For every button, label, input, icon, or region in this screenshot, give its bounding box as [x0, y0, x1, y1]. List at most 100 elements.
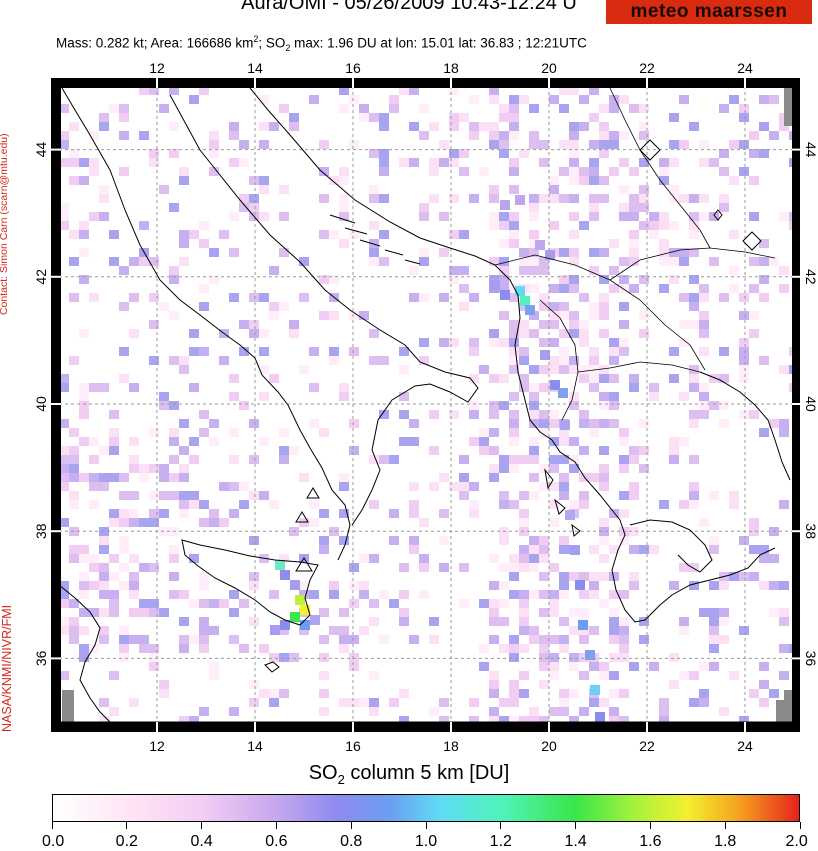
- meteo-maarssen-logo: meteo maarssen: [606, 0, 812, 24]
- so2-pixel: [149, 293, 159, 302]
- so2-pixel: [489, 473, 499, 482]
- so2-pixel: [509, 392, 519, 401]
- so2-pixel: [239, 203, 249, 212]
- frame-tick: [744, 78, 746, 88]
- so2-pixel: [239, 401, 249, 410]
- so2-pixel: [509, 356, 519, 365]
- so2-pixel: [619, 320, 629, 329]
- greece-border: [577, 361, 701, 373]
- so2-pixel: [529, 230, 539, 239]
- so2-pixel: [209, 275, 219, 284]
- colorbar-tick: [275, 822, 277, 829]
- so2-pixel: [659, 176, 669, 185]
- so2-pixel: [279, 248, 289, 257]
- so2-pixel: [219, 230, 229, 239]
- so2-pixel: [429, 482, 439, 491]
- so2-pixel-strong: [515, 195, 525, 205]
- so2-pixel: [369, 329, 379, 338]
- so2-pixel: [689, 302, 699, 311]
- so2-pixel: [119, 131, 129, 140]
- frame-tick: [792, 657, 800, 660]
- so2-pixel: [369, 698, 379, 707]
- so2-pixel: [539, 716, 549, 722]
- so2-pixel: [499, 374, 509, 383]
- so2-pixel: [129, 635, 139, 644]
- so2-pixel: [589, 86, 599, 95]
- so2-pixel: [489, 410, 499, 419]
- so2-pixel: [699, 311, 709, 320]
- so2-pixel: [689, 482, 699, 491]
- so2-pixel: [589, 572, 599, 581]
- so2-pixel: [709, 212, 719, 221]
- so2-pixel: [249, 680, 259, 689]
- frame-tick: [450, 78, 452, 88]
- lat-tick-left: 40: [33, 396, 49, 412]
- so2-pixel: [219, 482, 229, 491]
- so2-pixel: [419, 518, 429, 527]
- frame-tick: [254, 722, 256, 732]
- so2-pixel: [349, 653, 359, 662]
- so2-pixel: [559, 167, 569, 176]
- colorbar-tick: [350, 822, 352, 829]
- so2-pixel: [369, 149, 379, 158]
- so2-pixel: [239, 194, 249, 203]
- so2-pixel: [499, 131, 509, 140]
- so2-pixel: [779, 617, 789, 626]
- so2-pixel: [349, 419, 359, 428]
- so2-pixel: [319, 167, 329, 176]
- no-data-pixel: [776, 700, 784, 722]
- so2-pixel: [149, 662, 159, 671]
- so2-pixel: [239, 644, 249, 653]
- so2-pixel: [349, 446, 359, 455]
- so2-pixel: [159, 608, 169, 617]
- so2-pixel: [169, 401, 179, 410]
- so2-pixel: [319, 653, 329, 662]
- so2-pixel: [379, 194, 389, 203]
- so2-pixel: [119, 545, 129, 554]
- so2-pixel: [719, 419, 729, 428]
- so2-pixel: [59, 212, 69, 221]
- so2-pixel: [579, 590, 589, 599]
- so2-pixel: [469, 698, 479, 707]
- so2-pixel: [269, 122, 279, 131]
- lon-tick-bottom: 24: [737, 738, 753, 754]
- so2-pixel: [549, 185, 559, 194]
- so2-pixel: [509, 428, 519, 437]
- so2-pixel: [599, 131, 609, 140]
- so2-pixel: [129, 572, 139, 581]
- so2-pixel: [539, 464, 549, 473]
- so2-pixel: [319, 536, 329, 545]
- so2-pixel: [459, 284, 469, 293]
- so2-pixel: [79, 473, 89, 482]
- so2-pixel: [559, 491, 569, 500]
- so2-pixel: [479, 437, 489, 446]
- so2-pixel: [59, 203, 69, 212]
- so2-pixel: [729, 140, 739, 149]
- so2-pixel: [609, 167, 619, 176]
- so2-pixel-strong: [290, 580, 300, 590]
- so2-pixel: [149, 563, 159, 572]
- so2-pixel: [729, 500, 739, 509]
- so2-pixel: [359, 626, 369, 635]
- so2-pixel: [389, 104, 399, 113]
- so2-pixel: [519, 257, 529, 266]
- so2-pixel: [309, 347, 319, 356]
- so2-pixel: [209, 671, 219, 680]
- so2-pixel: [69, 428, 79, 437]
- so2-pixel: [339, 383, 349, 392]
- so2-pixel: [619, 185, 629, 194]
- so2-pixel: [489, 374, 499, 383]
- so2-pixel: [99, 473, 109, 482]
- so2-pixel: [709, 257, 719, 266]
- so2-pixel: [519, 617, 529, 626]
- so2-pixel: [239, 140, 249, 149]
- so2-pixel: [549, 356, 559, 365]
- so2-pixel: [339, 626, 349, 635]
- so2-pixel: [599, 518, 609, 527]
- so2-pixel: [259, 491, 269, 500]
- so2-pixel: [599, 194, 609, 203]
- frame-ticks: [51, 78, 800, 732]
- so2-pixel: [679, 563, 689, 572]
- so2-pixel: [489, 185, 499, 194]
- so2-pixel: [439, 509, 449, 518]
